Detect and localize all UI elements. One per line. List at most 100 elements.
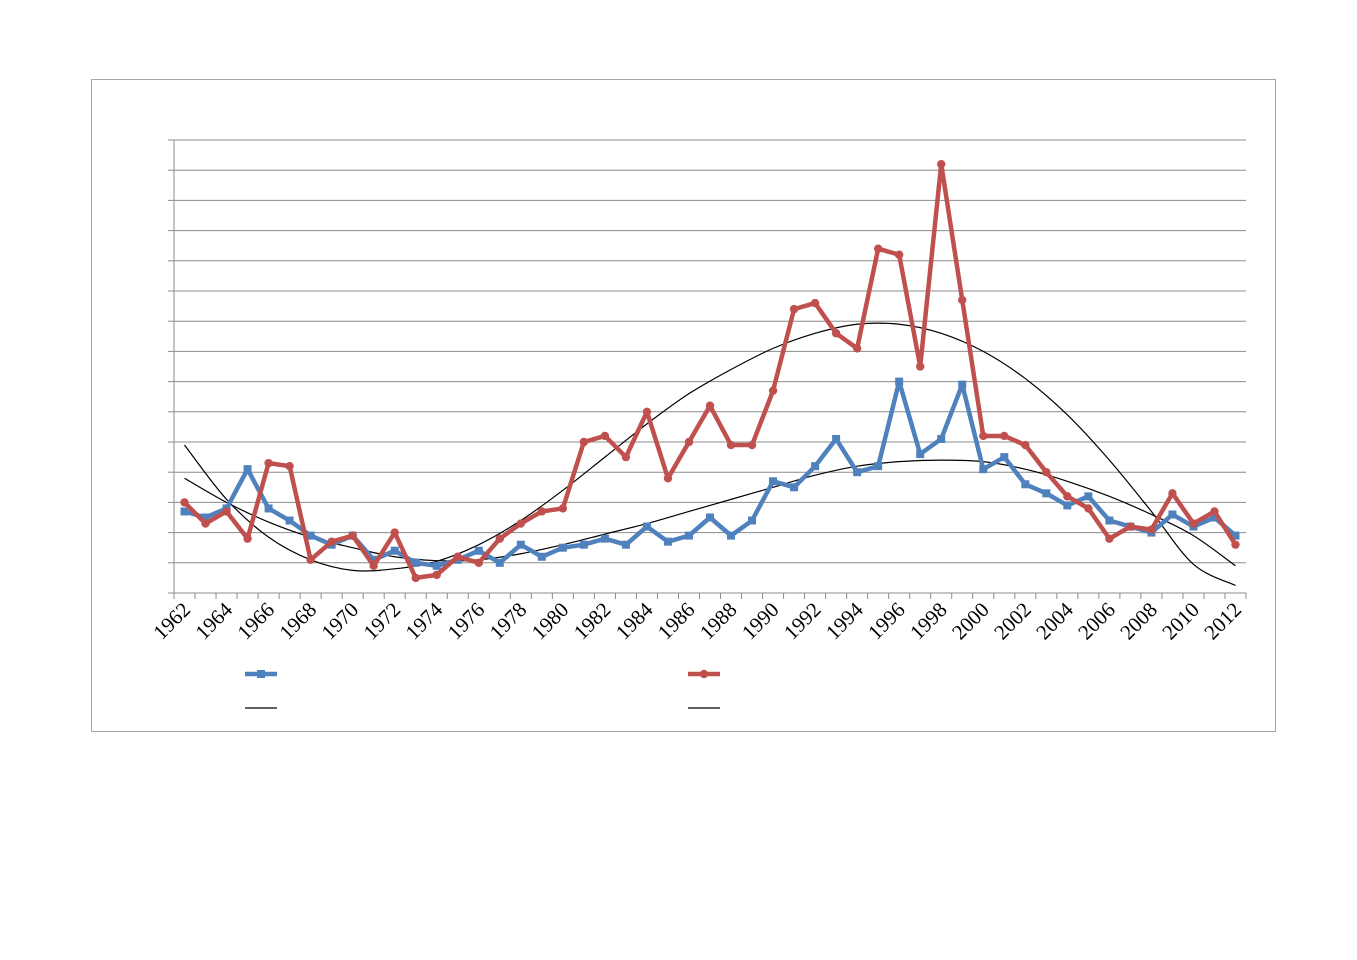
data-point xyxy=(663,474,673,483)
data-point xyxy=(180,498,189,507)
data-point xyxy=(684,531,693,540)
data-point xyxy=(348,531,357,540)
data-point xyxy=(1021,440,1030,450)
data-point xyxy=(705,401,715,410)
legend-marker xyxy=(699,669,709,679)
trendline xyxy=(184,322,1236,586)
data-point xyxy=(789,304,799,314)
data-point xyxy=(621,540,630,549)
x-tick-label: 1968 xyxy=(274,598,321,645)
x-tick-label: 1990 xyxy=(737,598,784,645)
data-point xyxy=(768,386,778,395)
x-tick-label: 1976 xyxy=(443,598,490,645)
data-point xyxy=(958,380,967,389)
data-point xyxy=(390,546,399,555)
data-point xyxy=(726,440,736,450)
x-tick-label: 1992 xyxy=(779,598,826,645)
data-point xyxy=(264,458,273,468)
data-point xyxy=(937,159,946,169)
data-point xyxy=(979,465,988,474)
data-point xyxy=(600,534,609,543)
data-point xyxy=(453,552,462,561)
data-point xyxy=(1042,489,1051,498)
data-point xyxy=(390,528,399,537)
line-chart: 1962196419661968197019721974197619781980… xyxy=(148,139,1247,709)
data-point xyxy=(579,437,589,447)
data-point xyxy=(684,437,694,447)
x-tick-label: 2002 xyxy=(989,598,1036,645)
data-point xyxy=(369,561,378,571)
x-tick-label: 1986 xyxy=(653,598,700,645)
x-tick-label: 1964 xyxy=(190,597,237,644)
data-point xyxy=(1063,492,1072,501)
data-point xyxy=(558,504,568,513)
data-point xyxy=(873,244,883,253)
x-tick-label: 2012 xyxy=(1199,598,1246,645)
data-point xyxy=(243,534,252,543)
data-point xyxy=(1063,501,1072,510)
data-point xyxy=(516,540,525,549)
x-tick-label: 2006 xyxy=(1073,598,1120,645)
data-point xyxy=(727,531,736,540)
data-point xyxy=(1105,516,1114,525)
data-point xyxy=(537,552,546,561)
data-point xyxy=(495,558,504,567)
data-point xyxy=(1210,513,1219,522)
data-point xyxy=(558,543,567,552)
data-point xyxy=(1231,540,1240,549)
data-point xyxy=(979,431,988,441)
data-point xyxy=(432,570,441,580)
data-point xyxy=(642,522,651,531)
x-tick-label: 1984 xyxy=(611,597,658,644)
data-point xyxy=(916,450,925,459)
data-point xyxy=(1105,534,1114,543)
data-point xyxy=(916,362,925,371)
data-point xyxy=(411,558,420,567)
data-point xyxy=(958,295,967,305)
data-point xyxy=(264,504,273,513)
data-point xyxy=(1000,453,1009,462)
axes xyxy=(168,139,1247,599)
gridlines xyxy=(174,139,1246,564)
x-tick-label: 1994 xyxy=(821,597,868,644)
data-point xyxy=(285,461,294,471)
data-point xyxy=(1168,510,1177,519)
data-point xyxy=(747,440,757,450)
data-point xyxy=(748,516,757,525)
x-tick-labels: 1962196419661968197019721974197619781980… xyxy=(148,597,1246,644)
data-point xyxy=(369,555,378,564)
x-tick-label: 1998 xyxy=(905,598,952,645)
trendlines xyxy=(184,322,1236,586)
data-point xyxy=(642,407,652,416)
series-2 xyxy=(180,159,1240,583)
data-point xyxy=(495,534,504,543)
data-point xyxy=(327,537,336,546)
data-point xyxy=(180,507,189,516)
x-tick-label: 1980 xyxy=(527,598,574,645)
x-tick-label: 1962 xyxy=(148,598,195,645)
data-point xyxy=(895,377,904,386)
x-tick-label: 1972 xyxy=(359,598,406,645)
data-point xyxy=(1189,519,1198,528)
data-point xyxy=(810,298,820,308)
x-tick-label: 2008 xyxy=(1115,598,1162,645)
data-point xyxy=(832,434,841,443)
data-point xyxy=(894,250,904,259)
legend-marker xyxy=(257,670,265,678)
data-series xyxy=(180,159,1240,583)
legend-entry-series-2 xyxy=(688,669,720,679)
data-point xyxy=(1168,489,1177,498)
data-point xyxy=(306,555,315,564)
data-point xyxy=(1231,531,1240,540)
data-point xyxy=(1147,525,1156,534)
x-tick-label: 1966 xyxy=(232,598,279,645)
data-point xyxy=(769,477,778,486)
x-tick-label: 1978 xyxy=(485,598,532,645)
x-tick-label: 1970 xyxy=(317,598,364,645)
legend xyxy=(245,669,720,709)
data-point xyxy=(1210,507,1219,516)
data-point xyxy=(516,519,526,528)
data-point xyxy=(201,519,210,528)
data-point xyxy=(621,452,631,462)
x-tick-label: 1974 xyxy=(401,597,448,644)
